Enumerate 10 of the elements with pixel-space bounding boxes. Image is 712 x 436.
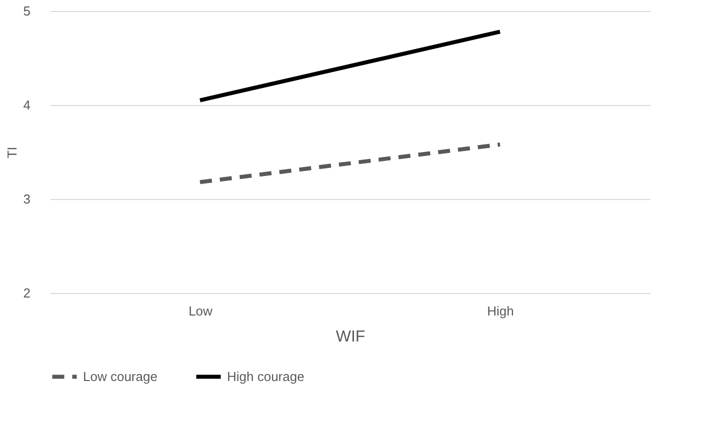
y-tick-label: 2 [23,286,30,300]
legend-label: Low courage [83,368,158,384]
y-tick-label: 5 [23,4,30,18]
x-tick-label: High [487,304,514,318]
y-tick-label: 3 [23,192,30,206]
x-tick-label: Low [188,304,214,318]
legend-label: High courage [227,368,304,384]
x-axis-title: WIF [336,328,366,346]
y-tick-label: 4 [23,98,30,112]
y-axis-title: TI [4,146,20,158]
